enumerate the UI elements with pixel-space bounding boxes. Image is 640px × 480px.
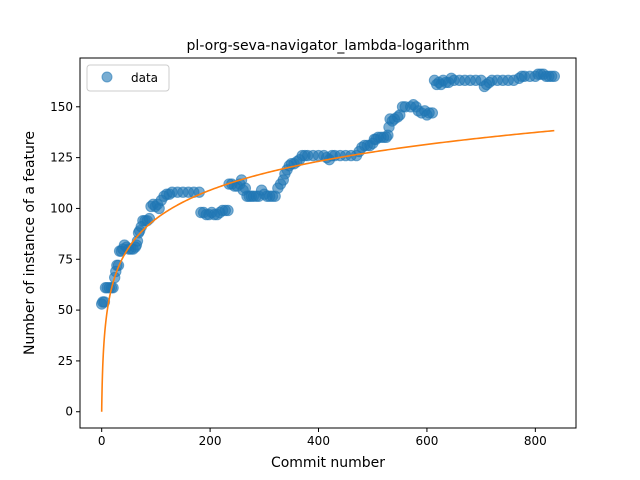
x-tick-label: 200	[199, 434, 222, 448]
y-tick-label: 150	[50, 100, 73, 114]
data-point	[222, 204, 234, 217]
fit-line	[100, 129, 555, 412]
data-point	[98, 296, 111, 308]
x-tick-label: 400	[307, 434, 330, 448]
data-point	[426, 107, 439, 119]
plot-area	[95, 68, 561, 412]
x-tick-label: 600	[415, 434, 438, 448]
y-axis: 0 25 50 75 100 125 150	[50, 100, 80, 419]
legend: data	[86, 64, 170, 92]
y-tick-label: 125	[50, 151, 73, 165]
x-tick-label: 0	[98, 434, 106, 448]
data-point	[143, 212, 156, 225]
y-tick-label: 50	[58, 303, 73, 317]
x-tick-label: 800	[524, 434, 547, 448]
x-axis-label: Commit number	[271, 455, 385, 471]
y-axis-label: Number of instance of a feature	[22, 131, 38, 355]
x-axis: 0 200 400 600 800	[98, 428, 547, 448]
legend-box	[86, 64, 170, 92]
legend-marker-data	[101, 71, 113, 83]
y-tick-label: 0	[65, 405, 73, 419]
y-tick-label: 25	[58, 354, 73, 368]
data-point	[548, 70, 561, 83]
chart-title: pl-org-seva-navigator_lambda-logarithm	[187, 38, 470, 54]
y-tick-label: 100	[50, 201, 73, 215]
legend-label-data: data	[131, 71, 158, 85]
axes-frame	[79, 57, 577, 429]
y-tick-label: 75	[58, 252, 73, 266]
